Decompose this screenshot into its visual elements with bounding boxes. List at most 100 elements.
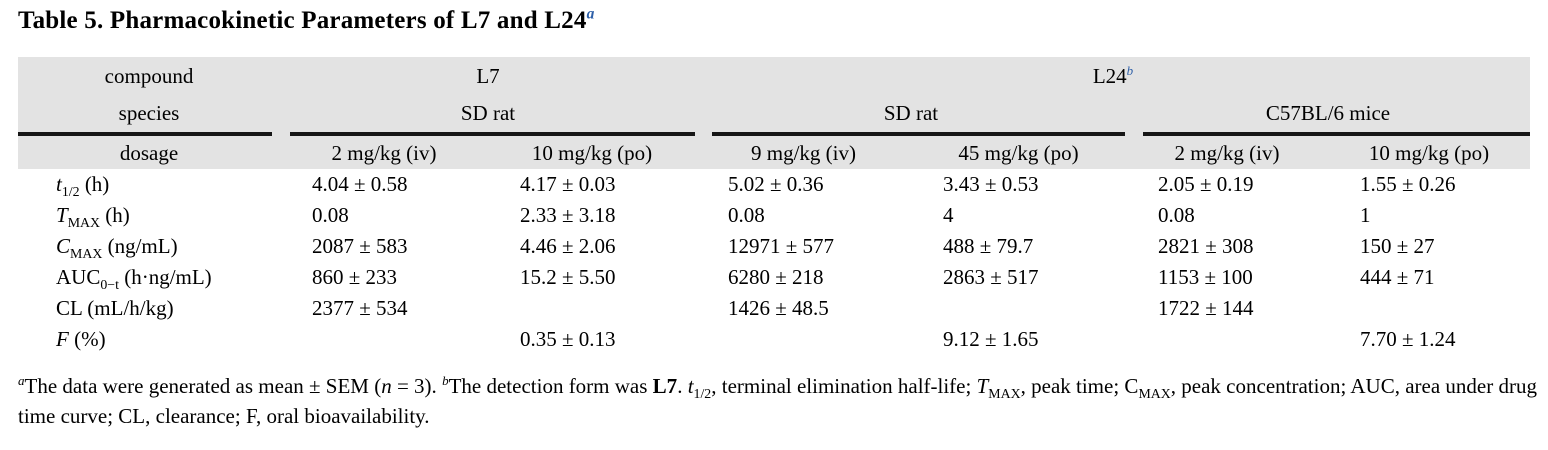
text-segment: L7 [652,374,678,398]
value-cell: 1 [1360,203,1371,227]
dosage-header: 9 mg/kg (iv) [751,140,856,165]
text-segment: CL (mL/h/kg) [56,296,174,320]
value-cell: 15.2 ± 5.50 [520,265,616,289]
value-cell: 0.35 ± 0.13 [520,327,616,351]
table-header: compound L7 L24b species SD rat SD rat C… [18,57,1530,169]
text-segment: L7 [476,63,500,88]
text-segment: , peak time; C [1020,374,1139,398]
compound-l7-header: L7 [280,64,696,89]
text-segment: 0−t [100,277,119,293]
text-segment: F [56,327,69,351]
text-segment: , terminal elimination half-life; [711,374,977,398]
species-l24-sdrat: SD rat [883,100,939,125]
value-cell: 7.70 ± 1.24 [1360,327,1456,351]
rule-segment [290,132,695,136]
species-row: species SD rat SD rat C57BL/6 mice [18,95,1530,131]
value-cell: 4.17 ± 0.03 [520,172,616,196]
value-cell: 444 ± 71 [1360,265,1435,289]
text-segment: a [586,5,595,23]
value-cell: 12971 ± 577 [728,234,835,258]
text-segment: = 3). [391,374,443,398]
text-segment: The data were generated as mean ± SEM ( [24,374,382,398]
value-cell: 4.04 ± 0.58 [312,172,408,196]
value-cell: 1.55 ± 0.26 [1360,172,1456,196]
row-label: TMAX (h) [18,203,280,231]
text-segment: (%) [68,327,106,351]
value-cell: 488 ± 79.7 [943,234,1034,258]
value-cell: 9.12 ± 1.65 [943,327,1039,351]
dosage-header: 10 mg/kg (po) [531,140,653,165]
value-cell: 150 ± 27 [1360,234,1435,258]
row-label: F (%) [18,327,280,352]
value-cell: 2821 ± 308 [1158,234,1254,258]
text-segment: C [56,234,71,258]
text-segment: MAX [1138,386,1171,402]
value-cell: 5.02 ± 0.36 [728,172,824,196]
text-segment: (h·ng/mL) [118,265,212,289]
dosage-row: dosage 2 mg/kg (iv) 10 mg/kg (po) 9 mg/k… [18,137,1530,169]
row-label: t1/2 (h) [18,172,280,200]
compound-row-label: compound [104,63,194,88]
dosage-row-label: dosage [119,140,179,165]
row-label: CMAX (ng/mL) [18,234,280,262]
header-rule-row [18,131,1530,137]
value-cell: 2.05 ± 0.19 [1158,172,1254,196]
value-cell: 0.08 [1158,203,1195,227]
row-label: AUC0−t (h·ng/mL) [18,265,280,293]
text-segment: 1/2 [61,184,80,200]
table-row: CMAX (ng/mL) 2087 ± 583 4.46 ± 2.06 12971 ±… [18,231,1530,262]
text-segment: Table 5. Pharmacokinetic Parameters of L… [18,7,587,34]
table-row: CL (mL/h/kg) 2377 ± 534 1426 ± 48.5 1722 ± … [18,293,1530,324]
table-body: t1/2 (h) 4.04 ± 0.58 4.17 ± 0.03 5.02 ± 0.3… [18,169,1530,355]
text-segment: (h) [100,203,130,227]
species-l24-mice: C57BL/6 mice [1265,100,1391,125]
value-cell: 1722 ± 144 [1158,296,1254,320]
text-segment: AUC [56,265,101,289]
dosage-header: 45 mg/kg (po) [958,140,1079,165]
value-cell: 860 ± 233 [312,265,398,289]
value-cell: 1426 ± 48.5 [728,296,829,320]
table-row: TMAX (h) 0.08 2.33 ± 3.18 0.08 4 0.08 1 [18,200,1530,231]
text-segment: MAX [67,215,101,231]
value-cell: 4.46 ± 2.06 [520,234,616,258]
compound-row: compound L7 L24b [18,57,1530,95]
text-segment: 1/2 [693,386,712,402]
species-row-label: species [118,100,180,125]
text-segment: t [56,172,62,196]
dosage-header: 10 mg/kg (po) [1368,140,1490,165]
text-segment: (ng/mL) [102,234,178,258]
value-cell: 0.08 [728,203,765,227]
value-cell: 4 [943,203,954,227]
text-segment: T [976,374,989,398]
rule-segment [1143,132,1530,136]
text-segment: L24 [1092,63,1127,88]
table-row: AUC0−t (h·ng/mL) 860 ± 233 15.2 ± 5.50 6280… [18,262,1530,293]
table-row: t1/2 (h) 4.04 ± 0.58 4.17 ± 0.03 5.02 ± 0.3… [18,169,1530,200]
value-cell: 6280 ± 218 [728,265,824,289]
value-cell: 2377 ± 534 [312,296,408,320]
text-segment: T [56,203,68,227]
text-segment: a [18,373,25,388]
text-segment: n [381,374,392,398]
text-segment: (h) [79,172,110,196]
dosage-header: 2 mg/kg (iv) [331,140,437,165]
value-cell: 1153 ± 100 [1158,265,1253,289]
rule-segment [18,132,272,136]
value-cell: 2863 ± 517 [943,265,1039,289]
rule-segment [712,132,1125,136]
text-segment: MAX [70,246,103,262]
pk-table: compound L7 L24b species SD rat SD rat C… [18,57,1530,355]
text-segment: , peak concentration; AUC, area under dr… [18,374,1537,428]
text-segment: b [1126,62,1134,78]
value-cell: 3.43 ± 0.53 [943,172,1039,196]
footnote: aThe data were generated as mean ± SEM (… [18,371,1542,431]
value-cell: 0.08 [312,203,349,227]
text-segment: MAX [988,386,1021,402]
text-segment: b [442,373,449,388]
table-row: F (%) 0.35 ± 0.13 9.12 ± 1.65 7.70 ± 1.24 [18,324,1530,355]
table-title: Table 5. Pharmacokinetic Parameters of L… [18,5,1548,35]
value-cell: 2087 ± 583 [312,234,408,258]
compound-l24-header: L24b [696,62,1530,89]
row-label: CL (mL/h/kg) [18,296,280,321]
species-l7-sdrat: SD rat [460,100,516,125]
